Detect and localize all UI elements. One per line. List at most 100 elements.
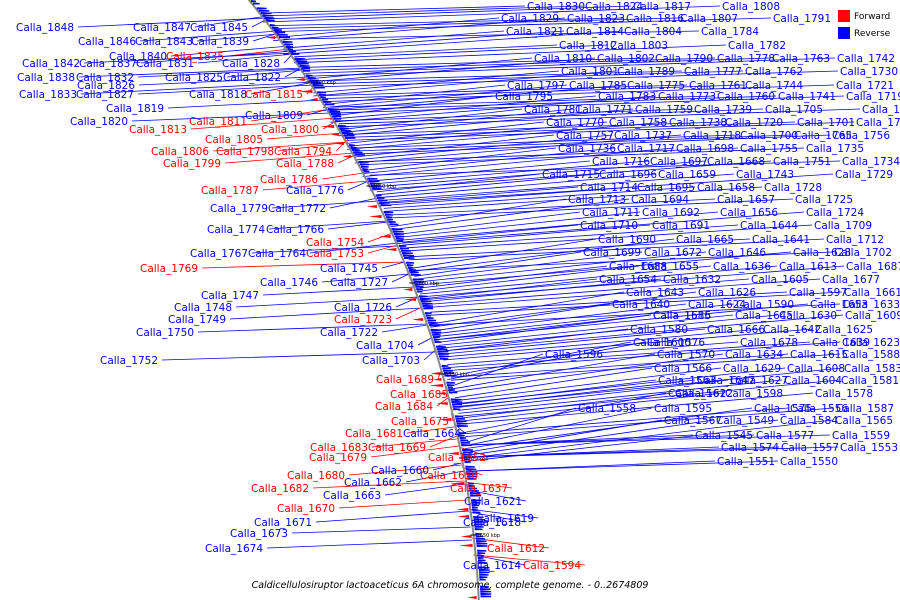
gene-label-calla-1827: Calla_1827: [76, 89, 134, 101]
reverse-gene: [386, 216, 393, 219]
reverse-gene: [478, 568, 490, 571]
leader-line: [313, 70, 560, 94]
reverse-gene: [477, 559, 486, 562]
leader-line: [235, 296, 419, 308]
leader-line: [406, 426, 455, 434]
leader-line: [330, 95, 494, 117]
leader-line: [383, 186, 636, 206]
gene-label-calla-1711: Calla_1711: [582, 207, 640, 219]
gene-label-calla-1605: Calla_1605: [751, 274, 809, 286]
leader-line: [389, 198, 716, 216]
leader-line: [430, 291, 625, 325]
gene-label-calla-1626: Calla_1626: [698, 287, 756, 299]
leader-line: [443, 328, 814, 361]
reverse-gene: [451, 400, 463, 403]
reverse-gene: [447, 386, 453, 389]
reverse-gene: [434, 340, 442, 343]
reverse-gene: [476, 542, 488, 545]
gene-label-calla-1762: Calla_1762: [745, 66, 803, 78]
gene-label-calla-1745: Calla_1745: [320, 263, 378, 275]
reverse-gene: [426, 316, 434, 319]
reverse-gene: [462, 451, 473, 454]
leader-line: [272, 17, 679, 29]
reverse-gene: [387, 218, 393, 221]
leader-line: [443, 328, 706, 355]
reverse-gene: [472, 508, 479, 511]
leader-line: [338, 108, 693, 122]
leader-line: [354, 134, 739, 149]
leader-line: [389, 198, 794, 219]
leader-line: [313, 70, 744, 85]
gene-label-calla-1820: Calla_1820: [70, 116, 128, 128]
leader-line: [362, 147, 616, 174]
gene-label-calla-1759: Calla_1759: [635, 104, 693, 116]
gene-label-calla-1612: Calla_1612: [487, 543, 545, 555]
leader-line: [138, 76, 310, 86]
gene-label-calla-1801: Calla_1801: [561, 66, 619, 78]
gene-label-calla-1800: Calla_1800: [261, 124, 319, 136]
leader-line: [371, 438, 457, 448]
gene-label-calla-1691: Calla_1691: [652, 220, 710, 232]
reverse-gene: [461, 444, 472, 447]
reverse-gene: [309, 79, 319, 82]
gene-label-calla-1842: Calla_1842: [22, 58, 80, 70]
gene-label-calla-1807: Calla_1807: [680, 13, 738, 25]
leader-line: [272, 17, 625, 26]
reverse-gene: [431, 331, 442, 334]
reverse-gene: [470, 499, 482, 502]
gene-label-calla-1616: Calla_1616: [653, 310, 711, 322]
leader-line: [347, 180, 369, 191]
leader-line: [402, 224, 651, 246]
reverse-gene: [451, 403, 463, 406]
gene-label-calla-1563: Calla_1563: [658, 375, 716, 387]
reverse-gene: [406, 264, 414, 267]
gene-label-calla-1835: Calla_1835: [166, 51, 224, 63]
forward-gene: [457, 515, 470, 518]
gene-label-calla-1786: Calla_1786: [260, 174, 318, 186]
reverse-gene: [252, 2, 260, 5]
forward-gene: [330, 133, 339, 136]
gene-label-calla-1773: Calla_1773: [658, 91, 716, 103]
leader-line: [303, 57, 836, 77]
reverse-gene: [464, 458, 470, 461]
leader-line: [291, 526, 471, 534]
reverse-gene: [468, 482, 474, 485]
leader-line: [458, 379, 840, 417]
gene-label-calla-1810: Calla_1810: [534, 53, 592, 65]
gene-label-calla-1794: Calla_1794: [274, 146, 332, 158]
gene-label-calla-1843: Calla_1843: [135, 36, 193, 48]
leader-line: [458, 379, 729, 411]
gene-label-calla-1666: Calla_1666: [707, 324, 765, 336]
reverse-gene: [432, 336, 440, 339]
reverse-gene: [480, 592, 492, 595]
leader-line: [294, 44, 609, 61]
gene-label-calla-1769: Calla_1769: [140, 263, 198, 275]
reverse-gene: [287, 48, 294, 51]
gene-label-calla-1811: Calla_1811: [189, 116, 247, 128]
leader-line: [227, 48, 290, 57]
gene-label-calla-1590: Calla_1590: [736, 299, 794, 311]
gene-label-calla-1692: Calla_1692: [642, 207, 700, 219]
leader-line: [329, 197, 378, 209]
reverse-gene: [413, 280, 425, 283]
gene-label-calla-1600: Calla_1600: [633, 337, 691, 349]
leader-line: [197, 323, 428, 333]
gene-label-calla-1683: Calla_1683: [310, 442, 368, 454]
gene-label-calla-1665: Calla_1665: [676, 234, 734, 246]
gene-label-calla-1550: Calla_1550: [780, 456, 838, 468]
leader-line: [346, 121, 724, 135]
gene-label-calla-1658: Calla_1658: [697, 182, 755, 194]
gene-label-calla-1679: Calla_1679: [309, 452, 367, 464]
reverse-gene: [454, 415, 464, 418]
leader-line: [467, 419, 663, 453]
gene-label-calla-1594: Calla_1594: [523, 560, 581, 572]
leader-line: [251, 245, 398, 254]
gene-label-calla-1848: Calla_1848: [16, 22, 74, 34]
reverse-gene: [460, 439, 469, 442]
scale-tick-label: 1850 kbp: [373, 184, 397, 190]
gene-label-calla-1798: Calla_1798: [216, 146, 274, 158]
leader-line: [83, 52, 294, 64]
leader-line: [303, 57, 533, 80]
reverse-gene: [430, 328, 442, 331]
gene-label-calla-1670: Calla_1670: [277, 503, 335, 515]
